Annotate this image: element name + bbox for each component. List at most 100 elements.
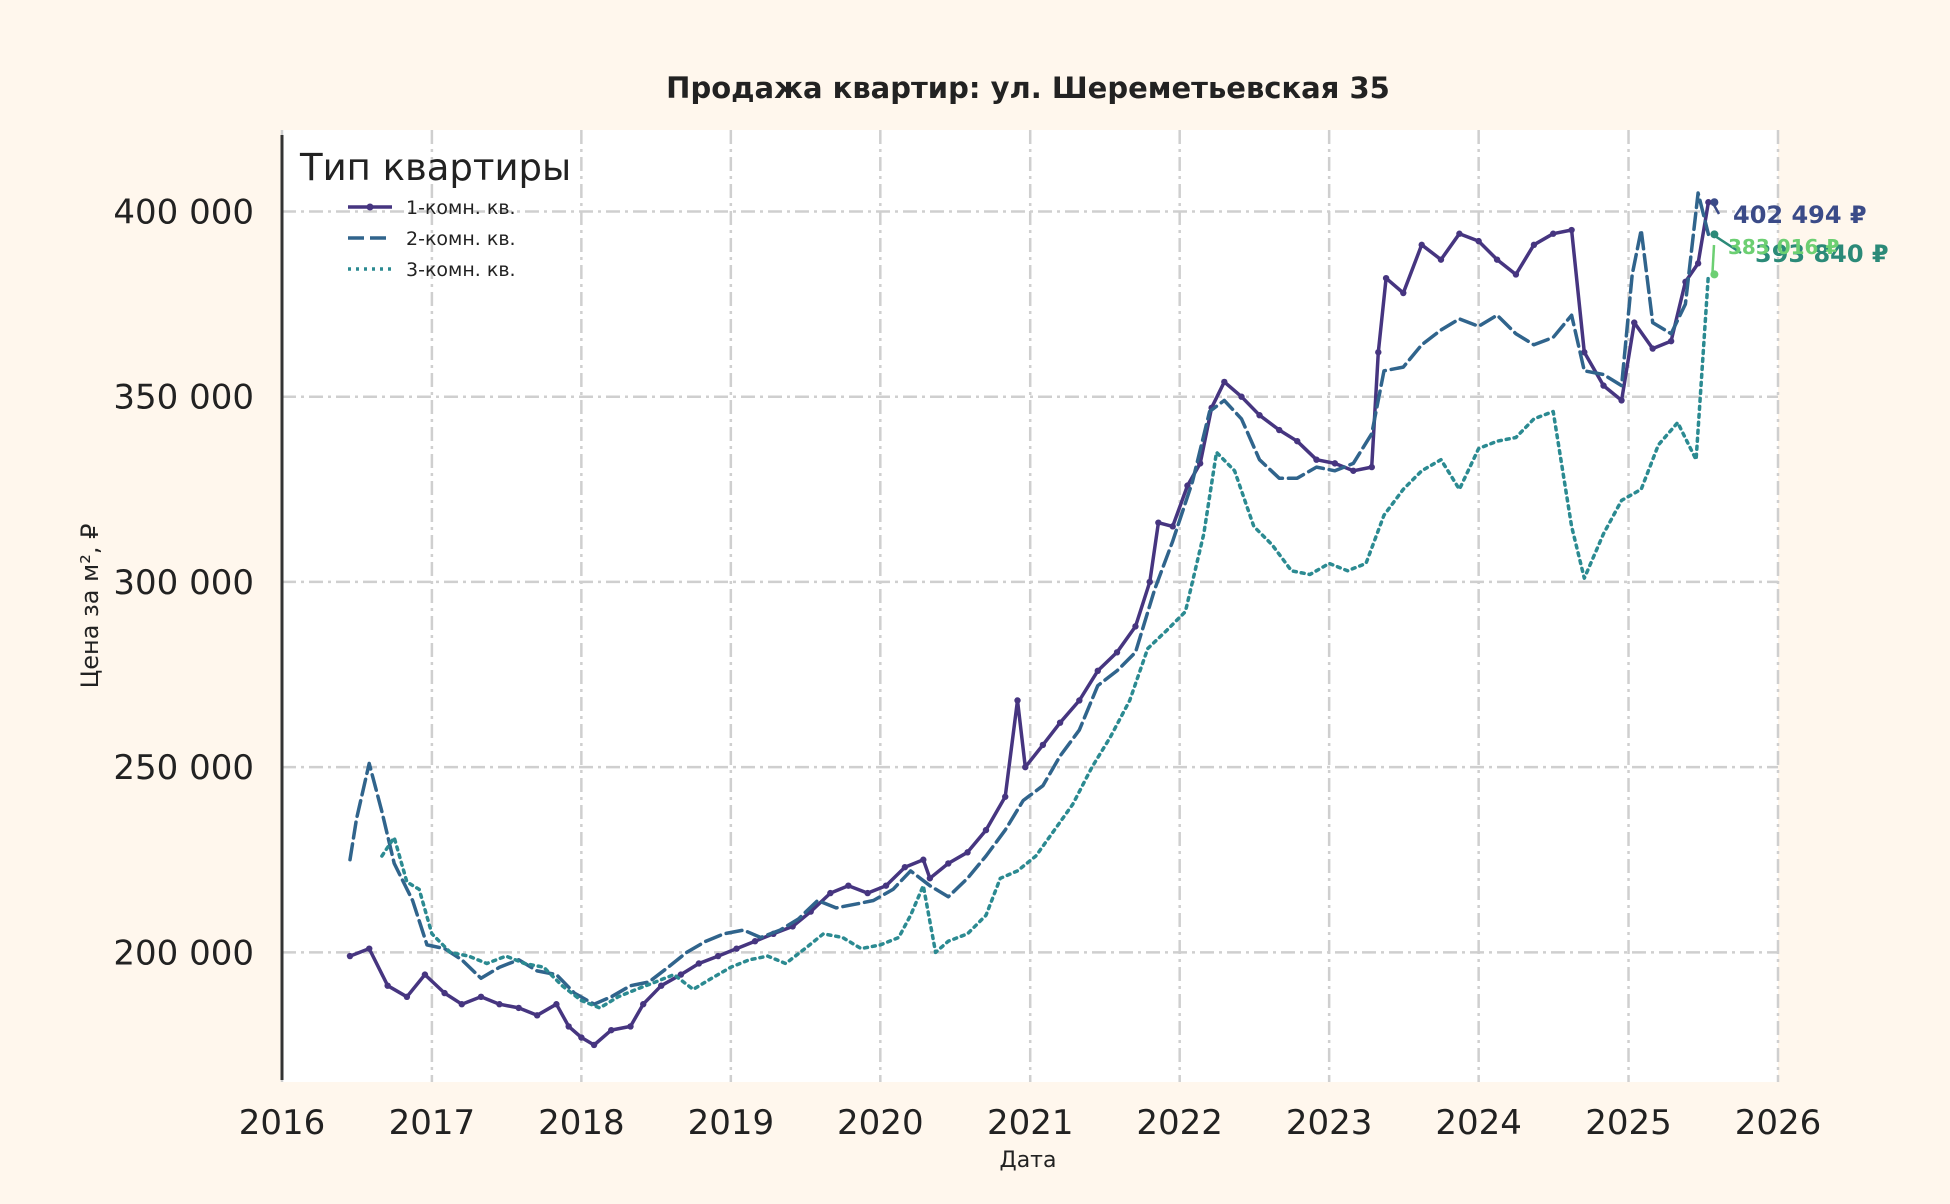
legend-label: 1-комн. кв. [406, 197, 516, 219]
data-point [1581, 349, 1588, 356]
data-point [1294, 437, 1301, 445]
data-point [1649, 345, 1656, 352]
data-point [1155, 519, 1162, 526]
data-point [421, 971, 429, 978]
y-tick-labels: 200 000 250 000 300 000 350 000 400 000 [113, 192, 254, 973]
data-point [1076, 697, 1083, 704]
y-axis-label: Цена за м², ₽ [76, 524, 104, 689]
x-tick-label: 2023 [1286, 1103, 1373, 1143]
x-tick-label: 2025 [1585, 1103, 1672, 1143]
data-point [945, 860, 952, 867]
data-point [1705, 199, 1712, 206]
annotation-layer: 402 494 ₽ 393 840 ₽383 016 ₽ [1710, 198, 1889, 279]
x-tick-label: 2019 [688, 1103, 775, 1143]
data-point [1256, 412, 1263, 419]
data-point [658, 982, 665, 989]
data-point [1667, 337, 1675, 345]
data-point [1694, 260, 1702, 267]
data-point [533, 1012, 541, 1019]
data-point [1493, 256, 1501, 263]
data-point [1375, 349, 1382, 356]
data-point [1400, 289, 1407, 297]
data-point [1549, 230, 1557, 237]
data-point [751, 938, 759, 945]
data-point [565, 1023, 572, 1030]
data-point [882, 882, 890, 889]
data-point [864, 889, 871, 897]
data-point [1275, 426, 1283, 434]
x-tick-label: 2026 [1735, 1103, 1822, 1143]
x-tick-label: 2016 [239, 1103, 326, 1143]
data-point [982, 826, 990, 834]
series-line-3 [380, 272, 1711, 1010]
data-point [1221, 378, 1228, 386]
data-point [441, 989, 448, 997]
data-point [901, 863, 909, 871]
series-line-2 [348, 191, 1711, 1006]
data-point [1368, 463, 1375, 471]
x-tick-label: 2018 [538, 1103, 625, 1143]
data-point [384, 982, 391, 989]
data-point [695, 960, 703, 967]
data-point [677, 971, 685, 978]
y-tick-label: 200 000 [113, 933, 254, 973]
data-point [1437, 256, 1445, 263]
y-tick-label: 250 000 [113, 748, 254, 788]
data-point [1475, 237, 1482, 245]
data-point [1600, 382, 1607, 389]
data-point [827, 889, 834, 897]
annotation-arrowhead [1710, 230, 1719, 239]
data-point [590, 1041, 598, 1049]
data-point [1146, 578, 1153, 586]
x-tick-label: 2022 [1136, 1103, 1223, 1143]
annotation-arrow [1711, 244, 1716, 275]
data-point [366, 945, 373, 952]
data-point [1568, 226, 1575, 234]
data-point [1022, 763, 1029, 771]
data-point [608, 1026, 615, 1034]
data-point [1313, 456, 1320, 463]
data-point [515, 1004, 522, 1012]
x-tick-label: 2021 [987, 1103, 1074, 1143]
data-point [578, 1034, 585, 1041]
legend-label: 2-комн. кв. [406, 228, 516, 250]
data-point [1512, 271, 1520, 278]
data-point [1039, 741, 1047, 749]
data-point [477, 993, 485, 1001]
data-point [1132, 623, 1139, 630]
legend-items: 1-комн. кв. 2-комн. кв. 3-комн. кв. [348, 197, 516, 281]
data-point [1418, 241, 1425, 249]
data-point [1014, 697, 1021, 704]
data-point [1631, 319, 1638, 326]
data-point [845, 882, 852, 889]
legend-marker [366, 203, 374, 211]
data-point [1618, 397, 1625, 404]
x-tick-labels: 2016 2017 2018 2019 2020 2021 2022 2023 2024 2025… [239, 1103, 1822, 1143]
legend: Тип квартиры 1-комн. кв. 2-комн. кв. 3-ком… [299, 146, 571, 281]
chart-title: Продажа квартир: ул. Шереметьевская 35 [666, 71, 1390, 105]
data-point [640, 1001, 647, 1008]
series-layer [346, 191, 1712, 1049]
data-point [403, 993, 411, 1001]
annotation-arrowhead [1710, 270, 1719, 279]
x-tick-label: 2017 [389, 1103, 476, 1143]
data-point [1331, 460, 1339, 467]
annotation-arrowhead [1710, 198, 1719, 207]
x-tick-label: 2020 [837, 1103, 924, 1143]
data-point [1169, 523, 1176, 530]
data-point [1530, 241, 1538, 249]
data-point [714, 952, 722, 960]
data-point [1002, 793, 1009, 800]
x-tick-label: 2024 [1435, 1103, 1522, 1143]
annotation-label: 383 016 ₽ [1728, 235, 1839, 259]
y-tick-label: 350 000 [113, 378, 254, 418]
data-point [458, 1001, 465, 1008]
data-point [920, 856, 927, 863]
data-point [496, 1001, 503, 1008]
data-point [346, 952, 354, 960]
annotation-label: 402 494 ₽ [1733, 201, 1867, 229]
x-axis-label: Дата [1000, 1148, 1057, 1173]
data-point [733, 945, 740, 952]
data-point [1456, 230, 1463, 237]
